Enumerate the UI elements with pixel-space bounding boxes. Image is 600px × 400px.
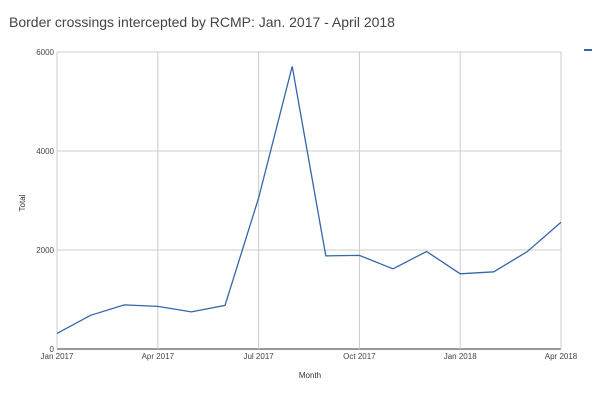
y-tick-label: 4000 — [36, 147, 54, 156]
y-tick-label: 6000 — [36, 48, 54, 57]
grid-lines — [56, 51, 562, 350]
tick-labels: 0 2000 4000 6000 Jan 2017 Apr 2017 Jul 2017 Oct… — [36, 48, 578, 361]
x-tick-label: Apr 2018 — [545, 352, 578, 361]
y-tick-label: 0 — [50, 345, 55, 354]
x-tick-label: Jan 2018 — [444, 352, 477, 361]
x-axis-label: Month — [299, 371, 321, 380]
x-tick-label: Oct 2017 — [343, 352, 376, 361]
x-tick-label: Jul 2017 — [243, 352, 274, 361]
legend-marker — [584, 49, 592, 51]
y-axis-label: Total — [18, 194, 27, 211]
x-tick-label: Jan 2017 — [41, 352, 74, 361]
y-tick-label: 2000 — [36, 246, 54, 255]
x-tick-label: Apr 2017 — [142, 352, 175, 361]
chart-title: Border crossings intercepted by RCMP: Ja… — [9, 14, 395, 30]
series-line — [56, 66, 562, 334]
